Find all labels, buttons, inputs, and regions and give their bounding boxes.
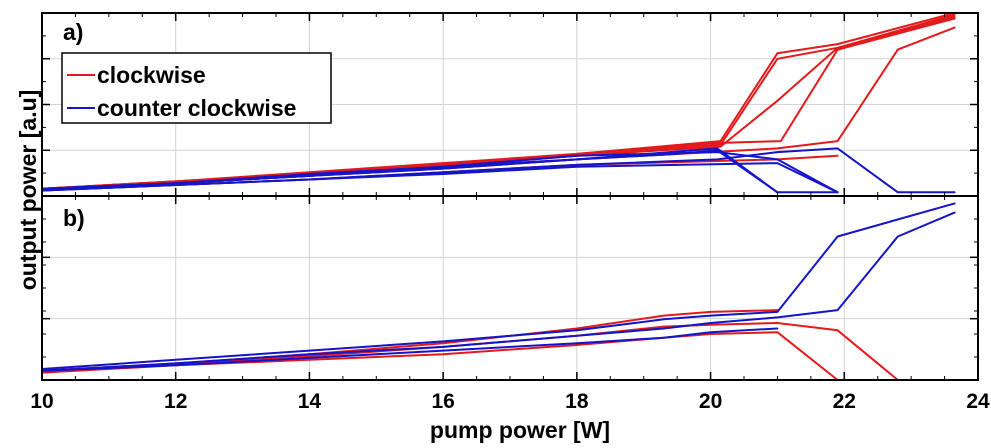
legend-box — [61, 52, 332, 124]
frame-layer — [41, 12, 979, 381]
series-line-counter-clockwise — [41, 162, 839, 194]
x-tick-label: 12 — [164, 390, 187, 413]
x-tick-label: 20 — [699, 390, 722, 413]
series-line-counter-clockwise — [41, 327, 779, 372]
x-tick-label: 16 — [431, 390, 454, 413]
panel-label-a: a) — [63, 19, 83, 45]
y-axis-label: output power [a.u] — [15, 90, 41, 291]
series-line-counter-clockwise — [41, 211, 956, 372]
series-line-clockwise — [41, 322, 956, 381]
x-axis-label: pump power [W] — [430, 417, 610, 443]
x-tick-label: 10 — [30, 390, 53, 413]
legend-label-counter-clockwise: counter clockwise — [97, 95, 296, 121]
series-line-counter-clockwise — [41, 202, 956, 370]
series-line-clockwise — [41, 331, 956, 381]
tick-label-layer: 10 12 14 16 18 20 22 24 — [30, 390, 990, 413]
panel-frame — [41, 195, 979, 381]
series-line-counter-clockwise — [41, 149, 839, 194]
series-layer — [41, 12, 956, 381]
grid-layer — [42, 13, 978, 380]
x-tick-label: 22 — [833, 390, 856, 413]
legend: clockwise counter clockwise — [61, 52, 332, 124]
x-tick-label: 14 — [298, 390, 322, 413]
x-tick-label: 18 — [565, 390, 589, 413]
series-line-clockwise — [41, 17, 956, 190]
x-tick-label: 24 — [966, 390, 990, 413]
panel-label-b: b) — [63, 205, 85, 231]
legend-label-clockwise: clockwise — [97, 62, 206, 88]
